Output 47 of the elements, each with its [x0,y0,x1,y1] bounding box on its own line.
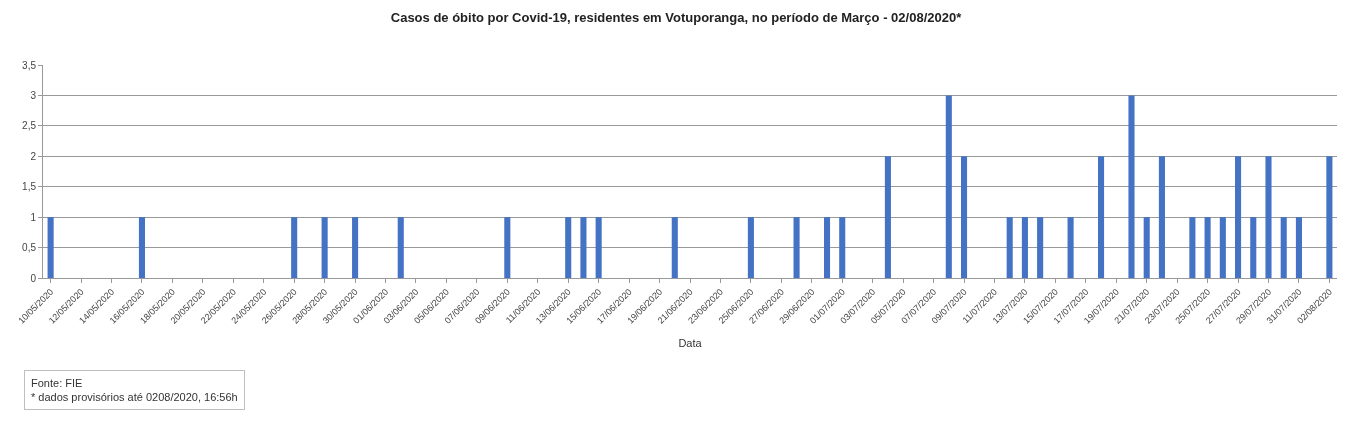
y-tick-label: 2,5 [22,120,37,132]
bar [1097,156,1105,278]
bar [1158,156,1165,278]
bar [321,217,328,278]
bar [1235,156,1242,278]
bar [47,217,54,278]
source-note: Fonte: FIE [31,377,83,389]
bar [504,217,511,278]
bar [960,156,968,278]
bar [671,217,678,278]
bar [1265,156,1272,278]
bar [565,217,572,278]
bar [291,217,298,278]
bar [1006,217,1013,278]
bar [884,156,891,278]
bar [1143,217,1150,278]
bar [580,217,587,278]
bar [823,217,831,278]
y-tick-label: 1,5 [22,181,37,193]
bar [793,217,800,278]
y-tick-label: 3,5 [22,59,37,71]
bar [1219,217,1226,278]
bar [397,217,404,278]
y-tick-label: 0 [30,272,37,284]
bar [1326,156,1333,278]
bar [1067,217,1074,278]
bar [945,95,952,278]
text: * dados provisórios até 0208/2020, 16:56h [31,391,238,404]
y-tick-label: 3 [30,89,37,101]
bar [1021,217,1028,278]
bar [352,217,359,278]
x-axis-title: Data [678,336,703,349]
y-tick-label: 2 [30,150,37,162]
bar [1250,217,1257,278]
bar [1189,217,1196,278]
chart-title: Casos de óbito por Covid-19, residentes em Votuporanga, no período de Março - 02/08/2020* [390,9,963,25]
bar [595,217,602,278]
y-tick-label: 1 [30,211,37,223]
bar [1280,217,1287,278]
y-tick-label: 0,5 [22,242,37,254]
bar [138,217,145,278]
bar [1204,217,1211,278]
bar [747,217,754,278]
bar [1128,95,1135,278]
bar [1037,217,1044,278]
bar [839,217,846,278]
bar [1295,217,1302,278]
